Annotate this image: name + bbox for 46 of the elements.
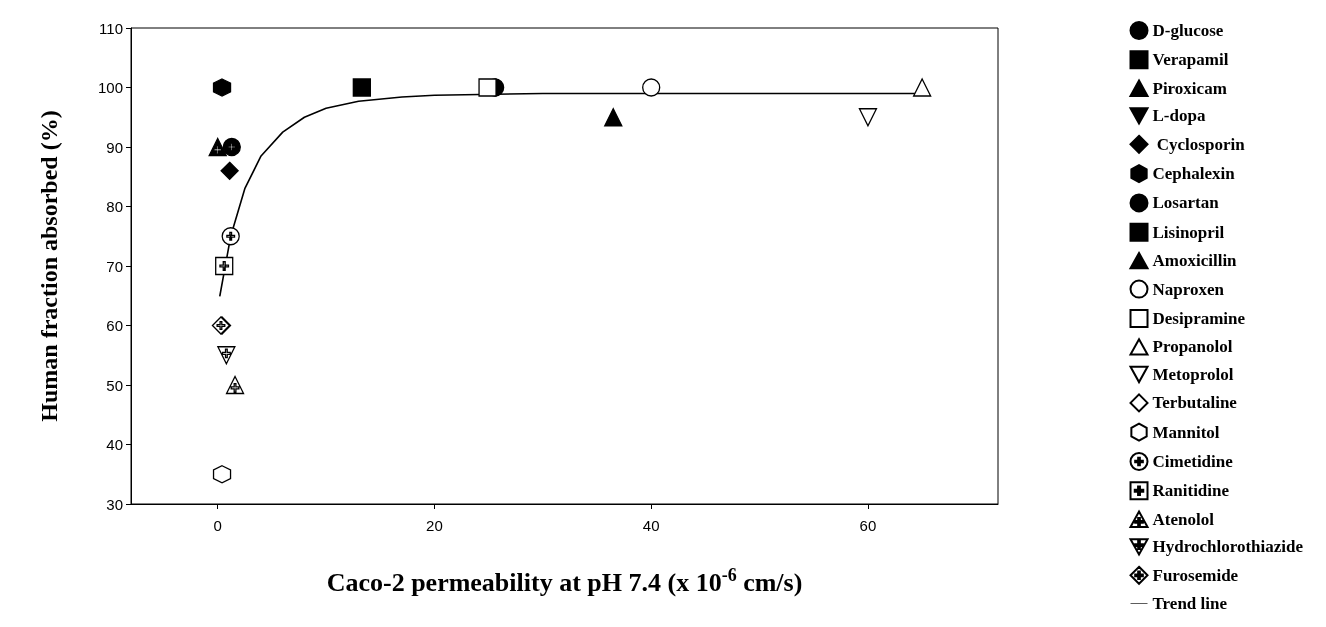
legend-label: Hydrochlorothiazide — [1152, 537, 1304, 557]
y-tick-label: 100 — [97, 79, 123, 96]
x-tick-label: 20 — [426, 517, 443, 534]
point — [352, 78, 371, 97]
legend-label: Cyclosporin — [1152, 134, 1246, 154]
x-tick-label: 0 — [213, 517, 222, 534]
y-tick-label: 60 — [106, 317, 123, 334]
legend-label: Cephalexin — [1152, 164, 1236, 184]
legend-label: Mannitol — [1152, 422, 1220, 442]
point — [220, 161, 239, 180]
y-tick-label: 80 — [106, 198, 123, 215]
legend-label: Verapamil — [1152, 50, 1229, 70]
y-tick-label: 50 — [106, 376, 123, 394]
y-tick-label: 40 — [106, 436, 123, 453]
legend-label: Cimetidine — [1152, 452, 1234, 471]
y-tick-label: 70 — [106, 257, 123, 275]
legend-label: Losartan — [1152, 193, 1220, 213]
legend-label: Ranitidine — [1152, 481, 1230, 501]
y-tick-label: 30 — [106, 495, 123, 513]
point — [222, 137, 241, 157]
legend-label: Furosemide — [1152, 565, 1239, 585]
legend-label: L-dopa — [1152, 106, 1206, 126]
legend-label: Propanolol — [1152, 337, 1233, 357]
x-tick-label: 40 — [642, 517, 660, 534]
point — [225, 375, 245, 395]
legend-label: Atenolol — [1152, 509, 1215, 529]
point — [221, 227, 240, 246]
point — [478, 78, 497, 97]
point — [208, 137, 227, 157]
legend-label: D-glucose — [1152, 21, 1224, 40]
legend-label: Lisinopril — [1152, 222, 1225, 242]
x-tick-label: 60 — [859, 517, 877, 534]
point — [212, 78, 232, 97]
y-tick-label: 110 — [99, 19, 123, 37]
y-tick-label: 90 — [106, 138, 123, 156]
legend-label: Terbutaline — [1152, 393, 1238, 413]
point — [215, 256, 234, 276]
legend-label: Naproxen — [1152, 279, 1225, 299]
legend-label: Metoprolol — [1152, 364, 1234, 384]
point — [604, 108, 623, 127]
point — [217, 346, 236, 365]
y-axis-title: Human fraction absorbed (%) — [36, 110, 62, 422]
legend-label: Desipramine — [1152, 308, 1246, 328]
legend-label: Piroxicam — [1152, 78, 1227, 98]
legend-label: Trend line — [1152, 594, 1228, 614]
legend-label: Amoxicillin — [1152, 251, 1238, 271]
